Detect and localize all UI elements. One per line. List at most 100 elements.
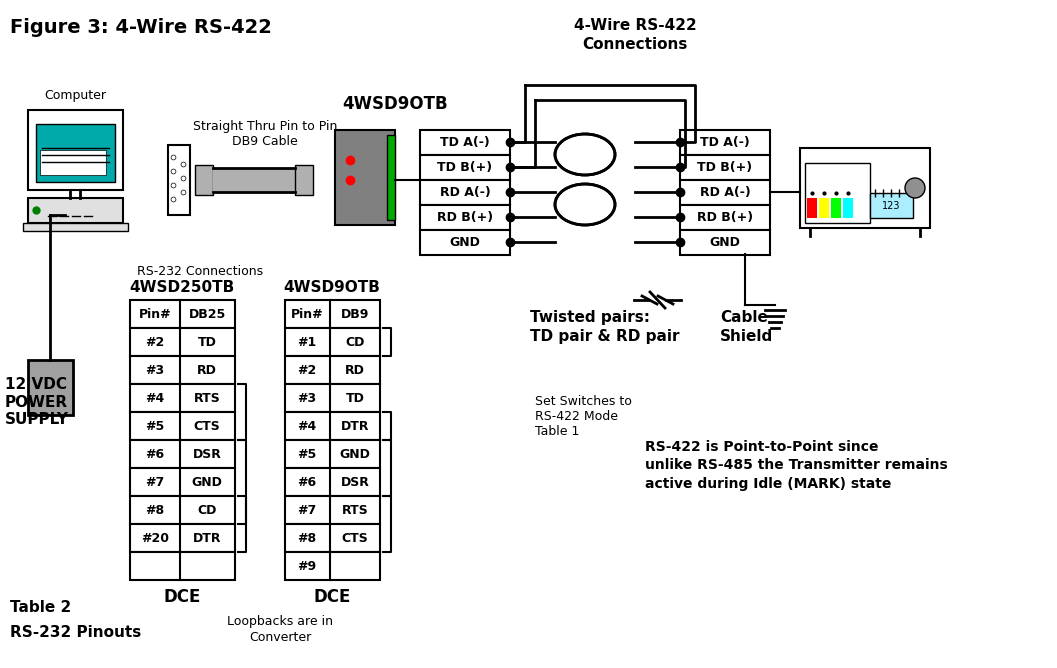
Text: 4-Wire RS-422
Connections: 4-Wire RS-422 Connections	[574, 18, 697, 51]
Bar	[680, 180, 769, 205]
Text: Set Switches to
RS-422 Mode
Table 1: Set Switches to RS-422 Mode Table 1	[535, 395, 632, 438]
Text: TD B(+): TD B(+)	[698, 160, 753, 174]
Text: DSR: DSR	[192, 448, 221, 460]
Text: TD A(-): TD A(-)	[700, 136, 749, 148]
Text: GND: GND	[449, 236, 481, 248]
Text: #5: #5	[146, 420, 165, 432]
Text: #2: #2	[146, 335, 165, 349]
Bar	[168, 145, 190, 215]
Text: RD A(-): RD A(-)	[440, 186, 490, 198]
Text: DCE: DCE	[313, 588, 351, 606]
Text: TD A(-): TD A(-)	[440, 136, 489, 148]
Bar	[420, 180, 509, 205]
Text: RS-232 Pinouts: RS-232 Pinouts	[10, 625, 142, 640]
Text: Twisted pairs:
TD pair & RD pair: Twisted pairs: TD pair & RD pair	[530, 310, 680, 343]
Ellipse shape	[557, 186, 613, 223]
Bar	[130, 384, 235, 412]
Text: DTR: DTR	[192, 532, 221, 544]
Text: RD B(+): RD B(+)	[437, 210, 493, 224]
Bar	[285, 328, 381, 356]
Text: Pin#: Pin#	[138, 307, 171, 321]
Text: Table 2: Table 2	[10, 600, 71, 615]
Text: CD: CD	[346, 335, 365, 349]
Bar	[27, 110, 123, 190]
Text: #20: #20	[141, 532, 169, 544]
Bar	[285, 524, 381, 552]
Bar	[420, 130, 509, 155]
Bar	[130, 496, 235, 524]
Text: DSR: DSR	[340, 476, 370, 488]
Text: DCE: DCE	[164, 588, 201, 606]
Text: #7: #7	[297, 504, 317, 516]
Ellipse shape	[557, 136, 613, 173]
Bar	[23, 223, 128, 231]
Circle shape	[905, 178, 925, 198]
Text: RD A(-): RD A(-)	[700, 186, 750, 198]
Bar	[27, 360, 73, 415]
Bar	[806, 198, 817, 218]
Bar	[387, 135, 395, 220]
Text: RTS: RTS	[193, 391, 220, 405]
Bar	[36, 124, 115, 182]
Text: TD B(+): TD B(+)	[438, 160, 493, 174]
Bar	[680, 205, 769, 230]
Bar	[420, 205, 509, 230]
Bar	[130, 440, 235, 468]
Text: 4WSD250TB: 4WSD250TB	[129, 280, 235, 295]
Text: RD B(+): RD B(+)	[697, 210, 753, 224]
Text: Computer: Computer	[44, 89, 106, 102]
Text: TD: TD	[198, 335, 217, 349]
Bar	[130, 552, 235, 580]
Text: RS-422 is Point-to-Point since
unlike RS-485 the Transmitter remains
active duri: RS-422 is Point-to-Point since unlike RS…	[645, 440, 948, 491]
Bar	[680, 155, 769, 180]
Bar	[843, 198, 853, 218]
Text: #4: #4	[146, 391, 165, 405]
Text: CTS: CTS	[341, 532, 369, 544]
Bar	[420, 230, 509, 255]
Bar	[805, 163, 870, 223]
Bar	[40, 150, 106, 175]
Bar	[870, 193, 913, 218]
Bar	[130, 328, 235, 356]
Text: Straight Thru Pin to Pin
DB9 Cable: Straight Thru Pin to Pin DB9 Cable	[192, 120, 337, 148]
Text: #7: #7	[146, 476, 165, 488]
Text: GND: GND	[191, 476, 222, 488]
Text: RD: RD	[345, 363, 365, 377]
Bar	[130, 356, 235, 384]
Bar	[335, 130, 395, 225]
Text: RD: RD	[197, 363, 217, 377]
Bar	[27, 198, 123, 223]
Text: Pin#: Pin#	[291, 307, 323, 321]
Text: #3: #3	[146, 363, 165, 377]
Text: #8: #8	[297, 532, 316, 544]
Text: #2: #2	[297, 363, 317, 377]
Bar	[420, 155, 509, 180]
Text: #5: #5	[297, 448, 317, 460]
Bar	[194, 165, 214, 195]
Text: #6: #6	[297, 476, 316, 488]
Text: #9: #9	[297, 560, 316, 572]
Text: Loopbacks are in
Converter: Loopbacks are in Converter	[227, 615, 333, 644]
Text: 123: 123	[882, 201, 901, 211]
Bar	[285, 468, 381, 496]
Text: DB25: DB25	[188, 307, 225, 321]
Bar	[285, 384, 381, 412]
Text: Cable
Shield: Cable Shield	[720, 310, 774, 343]
Text: 12 VDC
POWER
SUPPLY: 12 VDC POWER SUPPLY	[5, 377, 69, 427]
Text: #3: #3	[297, 391, 316, 405]
Text: 4WSD9OTB: 4WSD9OTB	[342, 95, 448, 113]
Text: GND: GND	[339, 448, 370, 460]
Text: #6: #6	[146, 448, 165, 460]
Text: RTS: RTS	[341, 504, 369, 516]
Bar	[680, 130, 769, 155]
Bar	[285, 440, 381, 468]
Bar	[285, 552, 381, 580]
Text: DB9: DB9	[340, 307, 369, 321]
Bar	[285, 412, 381, 440]
Text: DTR: DTR	[340, 420, 369, 432]
Bar	[831, 198, 841, 218]
Bar	[285, 300, 381, 328]
Text: CTS: CTS	[193, 420, 220, 432]
Text: RS-232 Connections: RS-232 Connections	[137, 265, 263, 278]
Bar	[130, 412, 235, 440]
